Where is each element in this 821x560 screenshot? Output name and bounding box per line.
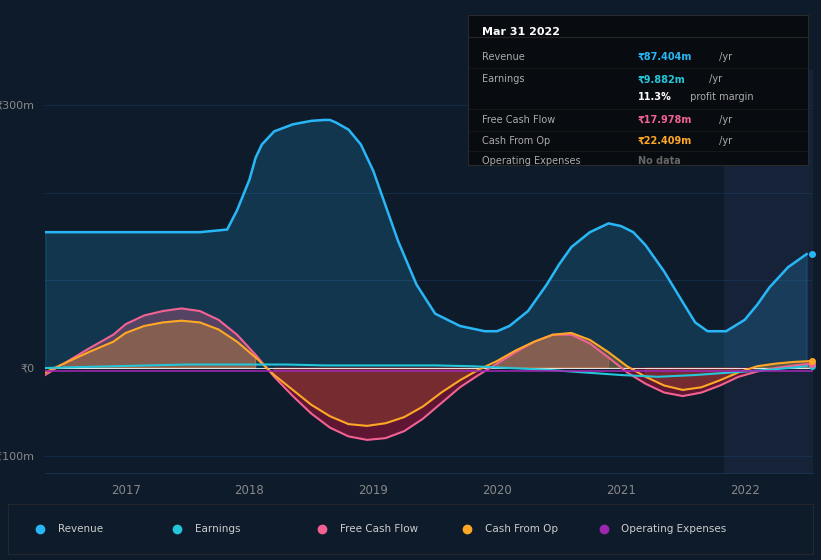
Bar [723,70,813,473]
Text: Earnings: Earnings [195,524,241,534]
Text: /yr: /yr [716,115,732,125]
Text: Earnings: Earnings [482,74,524,85]
Text: /yr: /yr [706,74,722,85]
Text: profit margin: profit margin [687,92,754,102]
Text: ₹17.978m: ₹17.978m [638,115,692,125]
Text: No data: No data [638,156,681,166]
Text: Free Cash Flow: Free Cash Flow [482,115,555,125]
Text: /yr: /yr [716,52,732,62]
Text: Cash From Op: Cash From Op [482,136,550,146]
Text: Revenue: Revenue [58,524,103,534]
Text: Revenue: Revenue [482,52,525,62]
Text: Cash From Op: Cash From Op [484,524,557,534]
Text: /yr: /yr [716,136,732,146]
Text: 11.3%: 11.3% [638,92,672,102]
Text: Operating Expenses: Operating Expenses [621,524,727,534]
Text: Free Cash Flow: Free Cash Flow [340,524,418,534]
Text: ₹22.409m: ₹22.409m [638,136,692,146]
Text: Mar 31 2022: Mar 31 2022 [482,27,560,37]
Text: Operating Expenses: Operating Expenses [482,156,580,166]
Text: ₹9.882m: ₹9.882m [638,74,686,85]
Text: ₹87.404m: ₹87.404m [638,52,692,62]
